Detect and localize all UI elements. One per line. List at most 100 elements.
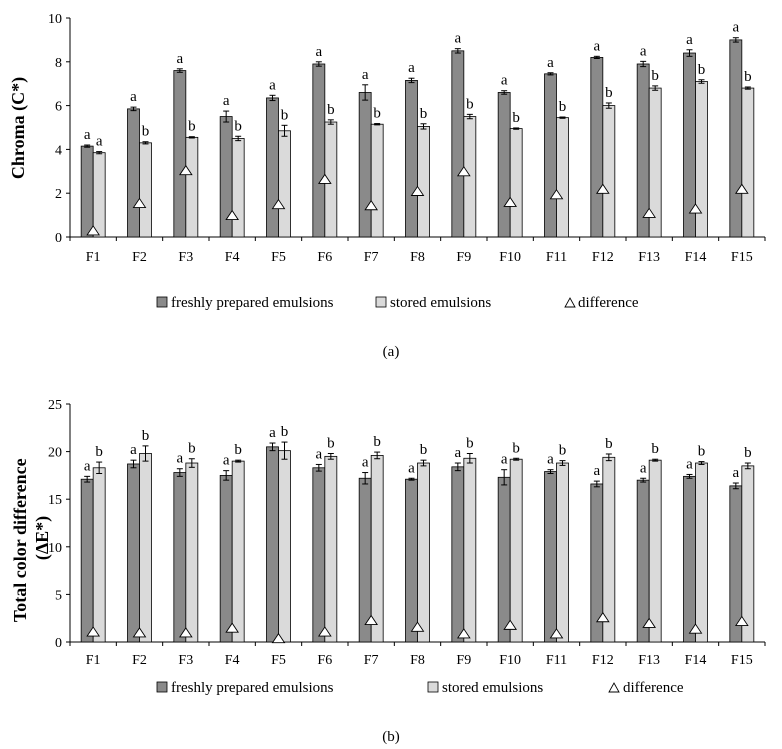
significance-letter: a xyxy=(96,134,103,150)
legend-swatch-fresh xyxy=(156,681,168,693)
x-tick-label: F10 xyxy=(499,250,521,265)
difference-marker xyxy=(410,621,425,632)
bar-stored xyxy=(417,462,430,643)
bar-stored xyxy=(185,462,199,643)
bar-fresh xyxy=(729,39,743,238)
x-tick-label: F15 xyxy=(731,653,753,668)
x-tick-label: F5 xyxy=(271,653,286,668)
y-tick-label: 0 xyxy=(55,231,62,246)
bar-stored xyxy=(463,457,477,643)
significance-letter: a xyxy=(501,73,508,89)
significance-letter: a xyxy=(84,127,91,143)
difference-marker xyxy=(503,619,518,630)
x-tick-label: F15 xyxy=(731,250,753,265)
difference-marker xyxy=(317,173,332,184)
significance-letter: b xyxy=(466,436,474,452)
significance-letter: a xyxy=(269,77,276,93)
bar-fresh xyxy=(451,466,465,643)
significance-letter: a xyxy=(686,32,693,48)
bar-stored xyxy=(556,117,569,238)
legend: freshly prepared emulsions stored emulsi… xyxy=(156,680,684,696)
bar-fresh xyxy=(497,92,511,238)
panel-caption: (b) xyxy=(382,729,400,745)
bar-fresh xyxy=(358,92,372,238)
bar-fresh xyxy=(266,97,279,238)
legend-swatch-fresh xyxy=(156,296,168,308)
y-tick-label: 8 xyxy=(55,56,62,71)
bar-fresh xyxy=(590,57,604,238)
y-tick-label: 6 xyxy=(55,100,62,115)
legend-triangle-marker xyxy=(564,297,576,308)
chart-panel-b: Total color difference (ΔE*) 0 5 10 15 20 25 F… xyxy=(10,398,766,745)
significance-letter: a xyxy=(732,465,739,481)
significance-letter: a xyxy=(454,31,461,47)
y-tick-label: 2 xyxy=(55,187,62,202)
legend-triangle-marker xyxy=(608,682,620,693)
bar-fresh xyxy=(405,80,418,238)
y-tick-label: 0 xyxy=(55,636,62,651)
bar-stored xyxy=(231,460,245,643)
significance-letter: a xyxy=(176,451,183,467)
x-tick-label: F3 xyxy=(178,250,193,265)
x-tick-label: F2 xyxy=(132,250,147,265)
bar-stored xyxy=(602,105,616,238)
bar-fresh xyxy=(636,479,650,643)
difference-marker xyxy=(642,617,657,628)
significance-letter: b xyxy=(281,107,289,123)
difference-marker xyxy=(549,188,564,200)
x-tick-label: F13 xyxy=(638,250,660,265)
bar-stored xyxy=(417,126,430,238)
bar-stored xyxy=(695,81,708,238)
significance-letter: a xyxy=(732,20,739,36)
significance-letter: b xyxy=(327,436,335,452)
significance-letter: b xyxy=(744,445,752,461)
significance-letter: a xyxy=(130,442,137,458)
difference-marker xyxy=(271,198,286,210)
bar-stored xyxy=(324,455,338,643)
significance-letter: b xyxy=(234,442,242,458)
y-tick-label: 10 xyxy=(48,12,62,27)
significance-letter: a xyxy=(315,446,322,462)
significance-letter: b xyxy=(466,96,474,112)
significance-letter: b xyxy=(95,444,103,460)
y-axis-title-line-1: Total color difference xyxy=(10,458,30,622)
significance-letter: a xyxy=(223,93,230,109)
difference-marker xyxy=(317,626,332,637)
significance-letter: b xyxy=(744,69,752,85)
x-tick-label: F14 xyxy=(685,250,707,265)
significance-letter: b xyxy=(512,440,520,456)
difference-marker xyxy=(364,199,379,211)
y-tick-label: 25 xyxy=(48,398,62,413)
x-tick-label: F12 xyxy=(592,250,614,265)
significance-letter: b xyxy=(188,119,196,135)
bar-fresh xyxy=(219,474,233,643)
significance-letter: a xyxy=(362,455,369,471)
x-tick-label: F12 xyxy=(592,653,614,668)
bar-stored xyxy=(278,130,291,238)
significance-letter: a xyxy=(269,425,276,441)
significance-letter: b xyxy=(281,424,289,440)
difference-marker xyxy=(688,203,703,214)
significance-letter: b xyxy=(559,443,567,459)
significance-letter: b xyxy=(651,441,659,457)
significance-letter: a xyxy=(408,60,415,76)
legend-label-difference: difference xyxy=(623,680,684,696)
x-tick-label: F9 xyxy=(456,653,471,668)
difference-marker xyxy=(86,225,101,236)
x-tick-label: F9 xyxy=(456,250,471,265)
x-tick-label: F8 xyxy=(410,653,425,668)
significance-letter: b xyxy=(651,68,659,84)
difference-marker xyxy=(734,615,749,627)
legend-label-difference: difference xyxy=(578,295,639,311)
legend-label-stored: stored emulsions xyxy=(442,680,543,696)
significance-letter: b xyxy=(605,436,613,452)
difference-marker xyxy=(688,623,703,634)
bar-stored xyxy=(556,462,569,643)
bar-stored xyxy=(695,462,708,643)
bar-stored xyxy=(139,453,152,643)
bar-stored xyxy=(370,123,384,238)
